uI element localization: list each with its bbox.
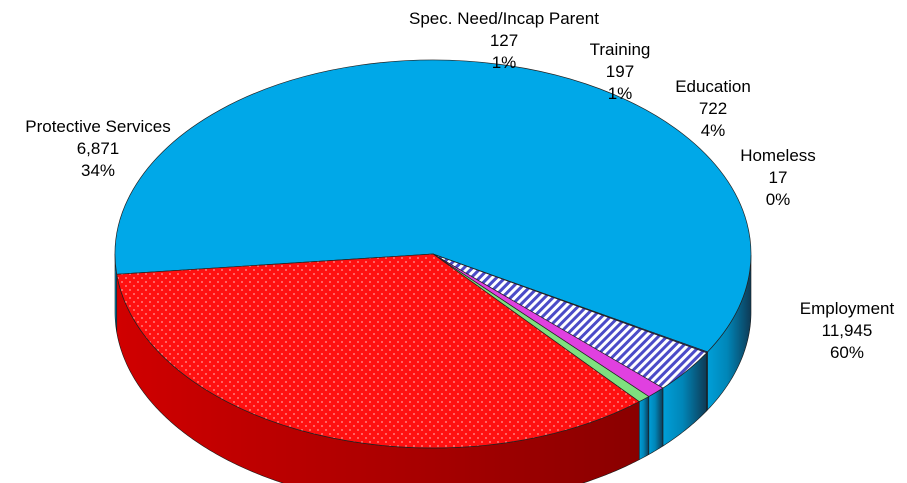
slice-label-name: Protective Services <box>25 117 171 136</box>
pie-slice-protective-services <box>116 253 640 449</box>
slice-label-value: 722 <box>698 99 728 118</box>
pie-sides <box>114 254 752 483</box>
slice-label-value: 17 <box>768 168 788 187</box>
slice-label-value: 197 <box>605 62 635 81</box>
slice-label-percent: 34% <box>80 161 116 180</box>
slice-label-name: Homeless <box>740 146 816 165</box>
slice-label-percent: 1% <box>491 53 517 72</box>
slice-label-name: Employment <box>799 299 895 318</box>
slice-label-name: Education <box>675 77 751 96</box>
slice-label-percent: 4% <box>700 121 726 140</box>
slice-label-employment: Employment 11,945 60% <box>800 298 894 364</box>
slice-label-value: 6,871 <box>76 139 120 158</box>
slice-label-value: 11,945 <box>821 321 873 340</box>
slice-label-spec-need-incap-parent: Spec. Need/Incap Parent 127 1% <box>409 8 599 74</box>
slice-label-percent: 60% <box>829 343 864 362</box>
slice-label-training: Training 197 1% <box>590 39 651 105</box>
slice-label-percent: 1% <box>607 84 633 103</box>
slice-label-name: Training <box>589 40 651 59</box>
slice-label-education: Education 722 4% <box>675 76 751 142</box>
pie-side-spec-need-incap-parent <box>638 395 650 461</box>
slice-label-percent: 0% <box>765 190 791 209</box>
pie-slice-employment <box>114 59 752 353</box>
slice-label-name: Spec. Need/Incap Parent <box>409 9 599 28</box>
slice-label-homeless: Homeless 17 0% <box>740 145 816 211</box>
slice-label-value: 127 <box>489 31 519 50</box>
pie-slices <box>114 59 752 449</box>
slice-label-protective-services: Protective Services 6,871 34% <box>25 116 171 182</box>
pie-side-training <box>648 387 664 456</box>
